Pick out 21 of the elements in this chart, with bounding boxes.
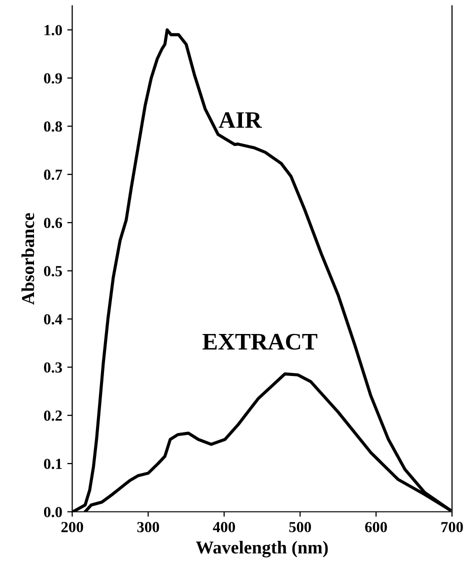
y-axis-title: Absorbance: [21, 213, 34, 305]
x-tick-label: 200: [61, 522, 84, 532]
series-label: AIR: [218, 112, 262, 128]
x-tick-label: 300: [137, 522, 160, 532]
y-tick-label: 1.0: [44, 24, 62, 36]
y-tick-label: 0.5: [44, 266, 62, 276]
y-tick-label: 0.3: [44, 362, 62, 373]
y-tick-label: 0.1: [44, 458, 62, 470]
y-tick-label: 0.9: [44, 73, 62, 84]
x-tick-label: 700: [441, 522, 463, 532]
y-tick-label: 0.2: [44, 410, 62, 421]
y-tick-label: 0.4: [44, 314, 62, 325]
y-tick-label: 0.7: [44, 170, 62, 180]
x-tick-label: 400: [212, 522, 236, 532]
y-tick-label: 0.0: [44, 506, 62, 518]
series-label: EXTRACT: [202, 334, 318, 350]
x-axis-title: Wavelength (nm): [196, 540, 328, 558]
y-tick-label: 0.8: [44, 121, 62, 132]
y-tick-label: 0.6: [44, 218, 62, 228]
x-tick-label: 600: [365, 522, 387, 532]
x-tick-label: 500: [289, 522, 311, 532]
